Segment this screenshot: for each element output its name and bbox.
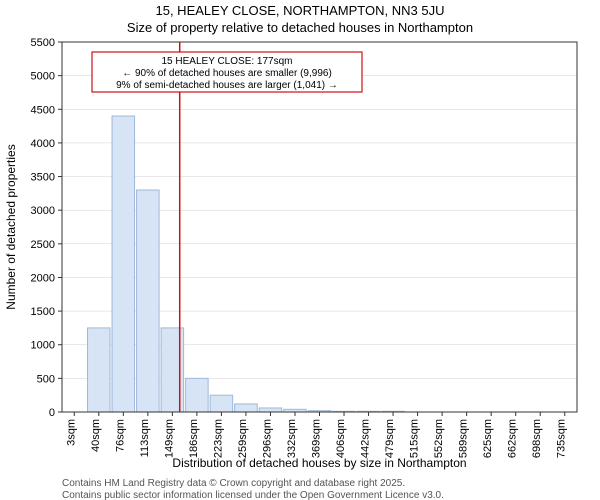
x-tick-label: 662sqm <box>507 419 519 458</box>
x-tick-label: 406sqm <box>335 419 347 458</box>
x-tick-label: 76sqm <box>114 419 126 452</box>
x-tick-label: 259sqm <box>237 419 249 458</box>
chart-container: 15, HEALEY CLOSE, NORTHAMPTON, NN3 5JU Si… <box>0 0 600 500</box>
x-axis-label: Distribution of detached houses by size … <box>172 456 466 470</box>
x-tick-label: 515sqm <box>409 419 421 458</box>
annotation-line-2: 9% of semi-detached houses are larger (1… <box>116 80 338 91</box>
y-tick-label: 0 <box>49 407 55 419</box>
y-tick-label: 1500 <box>31 306 55 318</box>
y-tick-label: 1000 <box>31 340 55 352</box>
y-tick-label: 2500 <box>31 239 55 251</box>
x-tick-label: 296sqm <box>261 419 273 458</box>
y-tick-label: 3000 <box>31 205 55 217</box>
x-tick-label: 149sqm <box>163 419 175 458</box>
x-tick-label: 735sqm <box>556 419 568 458</box>
x-tick-label: 369sqm <box>311 419 323 458</box>
x-tick-label: 40sqm <box>90 419 102 452</box>
y-tick-label: 4500 <box>31 104 55 116</box>
annotation-title: 15 HEALEY CLOSE: 177sqm <box>162 56 293 67</box>
bar <box>235 404 258 412</box>
histogram-chart: 15, HEALEY CLOSE, NORTHAMPTON, NN3 5JU Si… <box>0 0 600 500</box>
y-tick-label: 500 <box>37 373 55 385</box>
x-tick-label: 332sqm <box>286 419 298 458</box>
y-tick-label: 5500 <box>31 37 55 49</box>
y-tick-label: 2000 <box>31 272 55 284</box>
bar <box>112 116 135 412</box>
y-tick-label: 5000 <box>31 71 55 83</box>
bar <box>259 408 282 412</box>
bar <box>137 190 160 412</box>
bar <box>186 378 209 412</box>
chart-title-1: 15, HEALEY CLOSE, NORTHAMPTON, NN3 5JU <box>156 3 445 18</box>
footnote-1: Contains HM Land Registry data © Crown c… <box>62 478 405 489</box>
x-tick-label: 552sqm <box>433 419 445 458</box>
bar <box>88 328 111 412</box>
footnote-2: Contains public sector information licen… <box>62 490 444 500</box>
y-tick-label: 3500 <box>31 172 55 184</box>
y-axis-label: Number of detached properties <box>4 144 18 309</box>
x-tick-label: 186sqm <box>188 419 200 458</box>
y-tick-label: 4000 <box>31 138 55 150</box>
x-tick-label: 442sqm <box>360 419 372 458</box>
x-tick-label: 625sqm <box>482 419 494 458</box>
bar <box>210 395 233 412</box>
chart-title-2: Size of property relative to detached ho… <box>127 20 473 35</box>
x-tick-label: 3sqm <box>65 419 77 446</box>
x-tick-label: 223sqm <box>212 419 224 458</box>
x-tick-label: 113sqm <box>139 419 151 457</box>
x-tick-label: 698sqm <box>531 419 543 458</box>
x-tick-label: 589sqm <box>458 419 470 458</box>
annotation-line-1: ← 90% of detached houses are smaller (9,… <box>122 68 332 79</box>
x-tick-label: 479sqm <box>384 419 396 458</box>
